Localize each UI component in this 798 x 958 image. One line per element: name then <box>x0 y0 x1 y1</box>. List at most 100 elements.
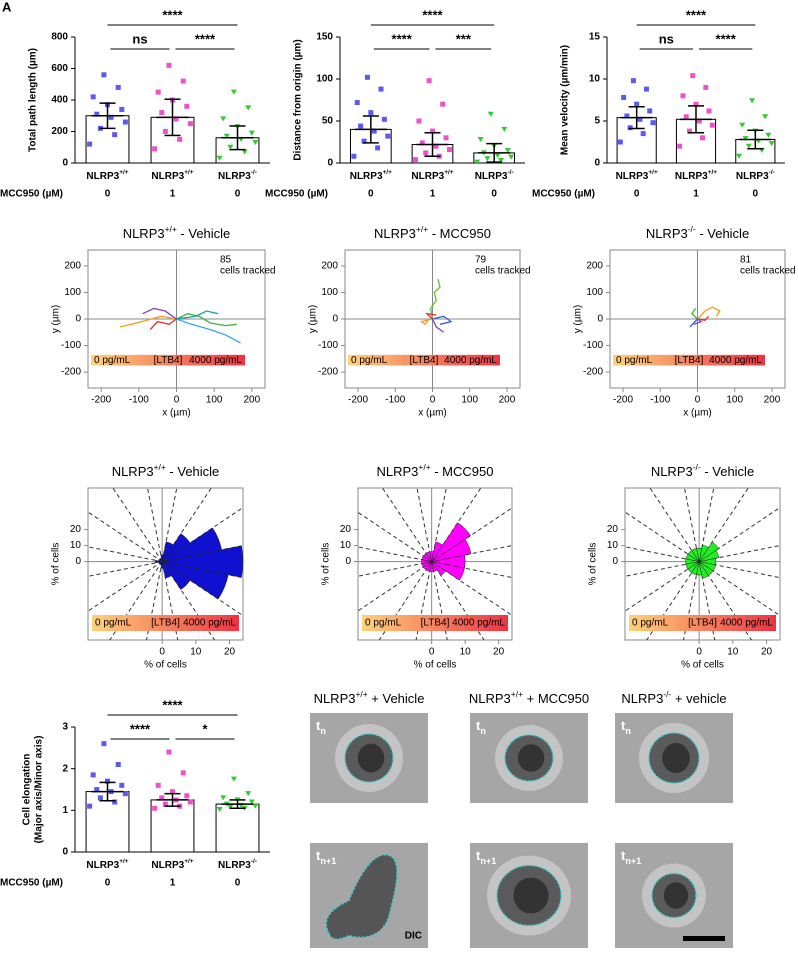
treatment-value: 0 <box>753 189 759 200</box>
sector-line <box>146 488 163 562</box>
x-tick-label: 0 <box>174 395 180 406</box>
rose-petal <box>162 545 244 578</box>
data-point <box>87 141 93 147</box>
gradient-label: 4000 pg/mL <box>189 355 242 366</box>
data-point <box>419 140 425 146</box>
sector-line <box>699 545 780 563</box>
category-label: NLRP3+/+ <box>411 169 453 181</box>
y-tick-label: 200 <box>321 261 338 272</box>
time-label: tn <box>621 718 631 736</box>
category-label: NLRP3+/+ <box>86 858 128 870</box>
data-point <box>230 776 237 782</box>
cell-track <box>429 279 441 320</box>
data-point <box>413 157 419 163</box>
treatment-value: 0 <box>235 878 241 889</box>
data-point <box>220 795 227 801</box>
y-tick-label: 100 <box>586 287 603 298</box>
y-tick-label: 0 <box>345 556 351 567</box>
y-tick-label: 5 <box>594 116 600 127</box>
y-tick-label: 0 <box>332 314 338 325</box>
data-point <box>94 111 100 117</box>
text-part: t <box>476 718 481 733</box>
text-part: n <box>480 726 486 736</box>
x-tick-label: -200 <box>348 395 368 406</box>
data-point <box>501 126 508 132</box>
sector-line <box>358 561 432 612</box>
chart-title: NLRP3+/+ - Vehicle <box>112 462 220 479</box>
y-axis-label: % of cells <box>588 543 599 586</box>
cell-nucleus <box>662 743 690 773</box>
category-label: NLRP3-/- <box>218 169 257 181</box>
y-tick-label: -200 <box>318 367 338 378</box>
x-tick-label: 20 <box>224 647 236 658</box>
treatment-label: MCC950 (µM) <box>0 878 63 889</box>
y-tick-label: 100 <box>321 287 338 298</box>
text-part: NLRP3 <box>736 171 769 182</box>
gradient-label: 0 pg/mL <box>94 355 131 366</box>
sector-line <box>358 546 432 563</box>
x-tick-label: 10 <box>727 647 739 658</box>
data-point <box>624 113 630 119</box>
rose-petal <box>155 559 163 564</box>
data-point <box>358 123 364 129</box>
sector-line <box>161 488 212 562</box>
cell-track <box>176 310 219 320</box>
data-point <box>381 116 387 122</box>
sig-label: **** <box>130 721 151 736</box>
x-tick-label: 0 <box>429 647 435 658</box>
sector-line <box>699 561 780 579</box>
x-tick-label: -200 <box>613 395 633 406</box>
y-tick-label: -100 <box>583 340 603 351</box>
micrograph-title: NLRP3+/+ + Vehicle <box>314 689 425 706</box>
data-point <box>690 73 696 79</box>
text-part: +/+ <box>383 169 393 176</box>
sector-line <box>146 561 163 640</box>
cell-body <box>325 854 398 940</box>
cell-count-label: cells tracked <box>740 266 796 277</box>
data-point <box>709 122 715 128</box>
sector-line <box>698 488 715 562</box>
data-point <box>736 153 743 159</box>
treatment-value: 1 <box>170 189 176 200</box>
y-tick-label: 10 <box>607 540 619 551</box>
sector-line <box>625 511 700 563</box>
sig-label: *** <box>456 31 472 46</box>
text-part: NLRP3 <box>651 464 693 479</box>
data-point <box>762 114 769 120</box>
text-part: t <box>316 848 321 863</box>
y-axis-label: (Major axis/Minor axis) <box>34 736 45 844</box>
gradient-label: 4000 pg/mL <box>183 618 236 629</box>
text-part: n <box>625 726 631 736</box>
y-axis-label: Total path length (µm) <box>28 48 39 152</box>
text-part: -/- <box>507 169 513 176</box>
text-part: -/- <box>663 689 671 699</box>
cell-track <box>142 307 177 320</box>
sector-line <box>431 507 512 563</box>
cell-count: 81 <box>740 255 752 266</box>
x-tick-label: -100 <box>385 395 405 406</box>
data-point <box>416 118 422 124</box>
data-point <box>170 789 175 795</box>
treatment-value: 1 <box>170 878 176 889</box>
data-point <box>484 156 491 162</box>
data-point <box>361 138 367 144</box>
chart-title: NLRP3-/- - Vehicle <box>651 462 754 479</box>
gradient-bar <box>629 615 776 631</box>
sig-label: **** <box>392 31 413 46</box>
text-part: +/+ <box>154 462 166 472</box>
data-point <box>497 157 504 163</box>
treatment-label: MCC950 (µM) <box>532 189 595 200</box>
chart-title: NLRP3+/+ - MCC950 <box>374 224 491 241</box>
treatment-value: 1 <box>430 189 436 200</box>
data-point <box>122 119 128 125</box>
cell-track <box>691 308 698 320</box>
time-label: tn+1 <box>476 848 496 866</box>
x-tick-label: -200 <box>91 395 111 406</box>
cell-track <box>693 318 703 325</box>
treatment-label: MCC950 (µM) <box>0 189 63 200</box>
data-point <box>94 787 100 792</box>
gradient-label: [LTB4] <box>688 618 717 629</box>
text-part: n+1 <box>480 856 496 866</box>
text-part: + Vehicle <box>368 691 425 706</box>
